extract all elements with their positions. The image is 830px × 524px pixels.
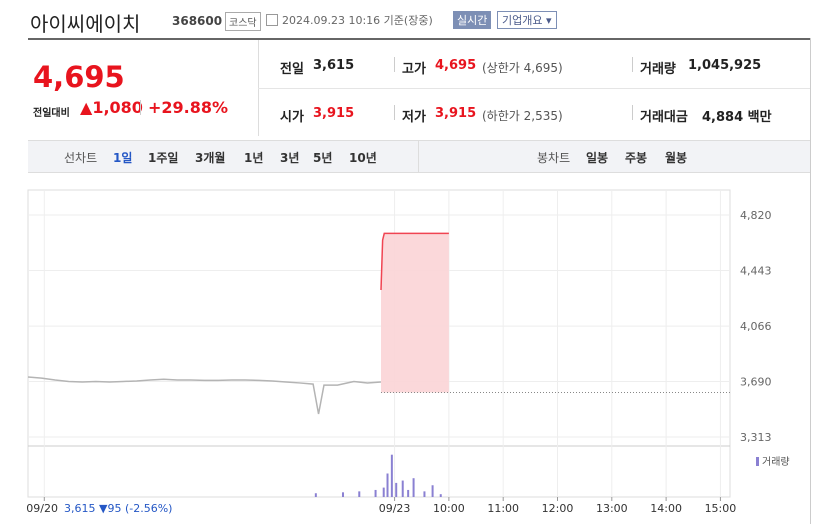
stock-name: 아이씨에이치 [30, 12, 141, 36]
x-tick-label: 13:00 [596, 502, 628, 515]
volume-bar [401, 480, 404, 497]
cell-label: 고가 [402, 62, 426, 77]
period-tab[interactable]: 3개월 [195, 151, 226, 165]
day-change: 3,615 ▼95 (-2.56%) [64, 502, 172, 515]
period-tab[interactable]: 10년 [349, 151, 377, 165]
price-line [27, 376, 382, 415]
tab-label: 봉차트 [537, 151, 571, 165]
company-info-button[interactable]: 기업개요 ▾ [497, 11, 557, 29]
volume-bar [386, 473, 389, 497]
change-rate: +29.88% [148, 98, 229, 117]
divider [394, 105, 395, 120]
y-tick-label: 4,820 [740, 209, 772, 222]
x-tick-label: 09/23 [379, 502, 411, 515]
period-tab[interactable]: 1일 [113, 151, 133, 165]
y-tick-label: 3,313 [740, 431, 772, 444]
volume-bar [358, 491, 361, 497]
volume-bar [412, 478, 415, 497]
period-tab[interactable]: 1년 [244, 151, 264, 165]
legend-label: 거래량 [762, 456, 790, 468]
divider [632, 105, 633, 120]
cell-value: 3,915 [435, 106, 477, 121]
period-tab[interactable]: 5년 [313, 151, 333, 165]
divider [28, 38, 810, 40]
tab-label: 선차트 [64, 151, 98, 165]
plot-frame [27, 189, 731, 498]
area-fill [381, 233, 449, 393]
legend-swatch [756, 457, 759, 466]
cell-label: 거래대금 [640, 110, 688, 125]
x-tick-label: 15:00 [705, 502, 737, 515]
y-tick-label: 4,443 [740, 265, 772, 278]
change-value: 1,080 [92, 98, 143, 117]
cell-value: 3,915 [313, 106, 355, 121]
cell-value: 1,045,925 [688, 58, 762, 73]
divider [394, 57, 395, 72]
y-tick-label: 4,066 [740, 320, 772, 333]
volume-bar [341, 492, 344, 497]
change-label: 전일대비 [33, 108, 70, 119]
up-arrow: ▲ [80, 98, 93, 117]
cell-value: 4,884 백만 [702, 110, 772, 125]
period-tab[interactable]: 주봉 [625, 151, 648, 165]
current-price: 4,695 [33, 60, 125, 94]
cell-label: 전일 [280, 62, 304, 77]
cell-label: 저가 [402, 110, 426, 125]
market-badge: 코스닥 [225, 12, 261, 31]
timestamp: 2024.09.23 10:16 기준(장중) [282, 14, 433, 27]
x-tick-label: 09/20 [26, 502, 58, 515]
divider [418, 141, 419, 172]
stock-code: 368600 [172, 14, 223, 28]
period-tab[interactable]: 월봉 [665, 151, 688, 165]
price-line [380, 232, 449, 291]
volume-bar [423, 491, 426, 497]
period-tab[interactable]: 1주일 [148, 151, 179, 165]
period-tab[interactable]: 일봉 [586, 151, 609, 165]
realtime-button[interactable]: 실시간 [453, 11, 492, 29]
x-tick-label: 11:00 [487, 502, 519, 515]
cell-value: 3,615 [313, 58, 355, 73]
cell-note: (하한가 2,535) [482, 109, 563, 123]
x-tick-label: 10:00 [433, 502, 465, 515]
cell-label: 거래량 [640, 62, 676, 77]
volume-bar [395, 482, 398, 497]
volume-bar [382, 487, 385, 497]
cell-note: (상한가 4,695) [482, 61, 563, 75]
period-tab[interactable]: 3년 [280, 151, 300, 165]
change: ▲1,080 [80, 98, 143, 117]
cell-value: 4,695 [435, 58, 477, 73]
volume-bar [407, 489, 410, 497]
tab-bar [28, 140, 810, 173]
divider [632, 57, 633, 72]
y-tick-label: 3,690 [740, 375, 772, 388]
volume-bar [314, 493, 317, 497]
x-tick-label: 14:00 [650, 502, 682, 515]
cell-label: 시가 [280, 110, 304, 125]
sidebar [810, 38, 830, 524]
volume-bar [390, 454, 393, 497]
volume-bar [439, 494, 442, 497]
x-tick-label: 12:00 [542, 502, 574, 515]
calendar-icon [266, 14, 278, 26]
divider [140, 100, 141, 115]
divider [258, 88, 810, 89]
volume-bar [374, 489, 377, 497]
volume-bar [431, 485, 434, 497]
